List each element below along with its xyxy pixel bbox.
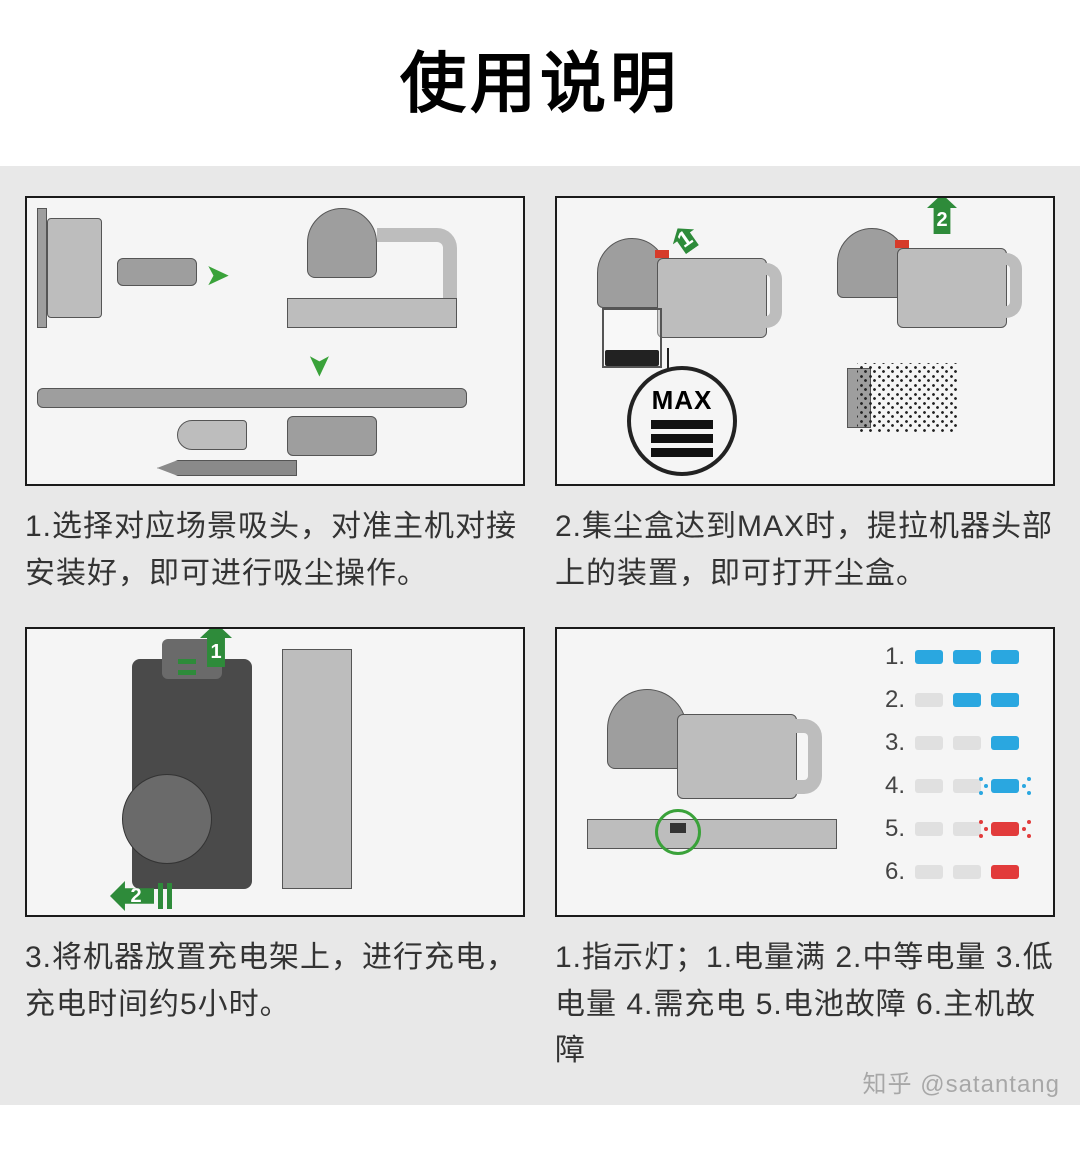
- page-title: 使用说明: [0, 30, 1080, 126]
- panel-4-illustration: 1. 2. 3. 4. 5. 6.: [555, 627, 1055, 917]
- panel-1-illustration: ➤ ➤: [25, 196, 525, 486]
- legend-row-2: 2.: [877, 686, 1041, 714]
- step1-arrow-icon: 1: [667, 221, 703, 257]
- led-legend: 1. 2. 3. 4. 5. 6.: [877, 643, 1041, 886]
- panel-1-caption: 1.选择对应场景吸头，对准主机对接安装好，即可进行吸尘操作。: [25, 504, 525, 597]
- instruction-grid: ➤ ➤ 1.选择对应场景吸头，对准主机对接安装好，即可进行吸尘操作。 1: [0, 166, 1080, 1105]
- panel-4: 1. 2. 3. 4. 5. 6. 1.指示灯；1.电量满 2.中等电量 3.低…: [555, 627, 1055, 1075]
- led-highlight-circle: [655, 809, 701, 855]
- title-area: 使用说明: [0, 0, 1080, 166]
- panel-2-illustration: 1 2 MAX: [555, 196, 1055, 486]
- panel-2-caption: 2.集尘盒达到MAX时，提拉机器头部上的装置，即可打开尘盒。: [555, 504, 1055, 597]
- legend-row-4: 4.: [877, 772, 1041, 800]
- panel-4-caption: 1.指示灯；1.电量满 2.中等电量 3.低电量 4.需充电 5.电池故障 6.…: [555, 935, 1055, 1075]
- panel-2: 1 2 MAX 2.集尘盒达到MAX时，提拉机器头部上的装置，即可打开尘盒。: [555, 196, 1055, 597]
- panel-3-illustration: 1 2: [25, 627, 525, 917]
- panel-3: 1 2 3.将机器放置充电架上，进行充电，充电时间约5小时。: [25, 627, 525, 1075]
- watermark: 知乎 @satantang: [863, 1064, 1060, 1099]
- legend-row-6: 6.: [877, 858, 1041, 886]
- arrow-down-icon: ➤: [302, 353, 337, 378]
- panel-1: ➤ ➤ 1.选择对应场景吸头，对准主机对接安装好，即可进行吸尘操作。: [25, 196, 525, 597]
- max-indicator: MAX: [627, 366, 737, 476]
- arrow-right-icon: ➤: [205, 258, 230, 293]
- max-label: MAX: [652, 385, 713, 416]
- panel-3-caption: 3.将机器放置充电架上，进行充电，充电时间约5小时。: [25, 935, 525, 1028]
- legend-row-3: 3.: [877, 729, 1041, 757]
- legend-row-1: 1.: [877, 643, 1041, 671]
- legend-row-5: 5.: [877, 815, 1041, 843]
